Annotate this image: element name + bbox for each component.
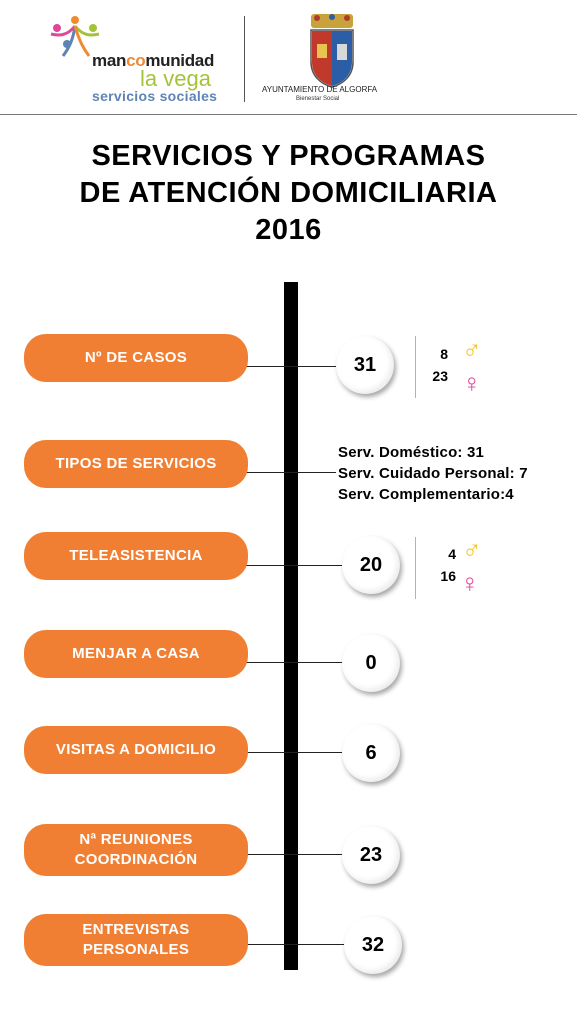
label-teleasistencia: TELEASISTENCIA: [24, 532, 248, 580]
header-separator: [0, 114, 577, 115]
value-menjar-casa: 0: [342, 634, 400, 692]
connector-line: [246, 752, 346, 753]
connector-line: [246, 565, 346, 566]
male-count-teleasistencia: 4: [448, 546, 456, 562]
organization-name: AYUNTAMIENTO DE ALGORFA: [262, 85, 378, 94]
gender-divider: [415, 336, 416, 398]
label-entrevistas-personales: ENTREVISTAS PERSONALES: [24, 914, 248, 966]
brand-tagline: servicios sociales: [92, 88, 218, 104]
connector-line: [246, 366, 346, 367]
value-reuniones-coordinacion: 23: [342, 826, 400, 884]
female-icon: ♀: [460, 568, 480, 598]
connector-line: [246, 854, 346, 855]
female-count-teleasistencia: 16: [440, 568, 456, 584]
value-teleasistencia: 20: [342, 536, 400, 594]
label-menjar-casa: MENJAR A CASA: [24, 630, 248, 678]
connector-line: [246, 662, 346, 663]
label-num-casos: Nº DE CASOS: [24, 334, 248, 382]
service-item: Serv. Complementario:4: [338, 486, 514, 503]
timeline-spine: [284, 282, 298, 970]
connector-line: [246, 472, 336, 473]
value-entrevistas-personales: 32: [344, 916, 402, 974]
organization-department: Bienestar Social: [296, 96, 340, 102]
connector-line: [246, 944, 346, 945]
coat-of-arms-icon: [310, 14, 354, 88]
male-icon: ♂: [462, 334, 482, 364]
male-icon: ♂: [462, 534, 482, 564]
label-tipos-servicios: TIPOS DE SERVICIOS: [24, 440, 248, 488]
service-item: Serv. Doméstico: 31: [338, 444, 485, 461]
title-line-2: DE ATENCIÓN DOMICILIARIA: [79, 177, 498, 209]
title-line-3: 2016: [255, 214, 322, 246]
label-reuniones-coordinacion: Nª REUNIONES COORDINACIÓN: [24, 824, 248, 876]
female-icon: ♀: [462, 368, 482, 398]
services-list: Serv. Doméstico: 31 Serv. Cuidado Person…: [338, 442, 528, 505]
service-item: Serv. Cuidado Personal: 7: [338, 465, 528, 482]
female-count-casos: 23: [432, 368, 448, 384]
header-divider: [244, 16, 245, 102]
value-num-casos: 31: [336, 336, 394, 394]
label-visitas-domicilio: VISITAS A DOMICILIO: [24, 726, 248, 774]
value-visitas-domicilio: 6: [342, 724, 400, 782]
brand-name: mancomunidad: [92, 51, 215, 70]
brand-subtitle: la vega: [140, 66, 211, 91]
page-title: SERVICIOS Y PROGRAMAS DE ATENCIÓN DOMICI…: [0, 138, 577, 249]
gender-divider: [415, 537, 416, 599]
male-count-casos: 8: [440, 346, 448, 362]
title-line-1: SERVICIOS Y PROGRAMAS: [91, 140, 486, 172]
mancomunidad-logo-icon: [50, 16, 100, 57]
